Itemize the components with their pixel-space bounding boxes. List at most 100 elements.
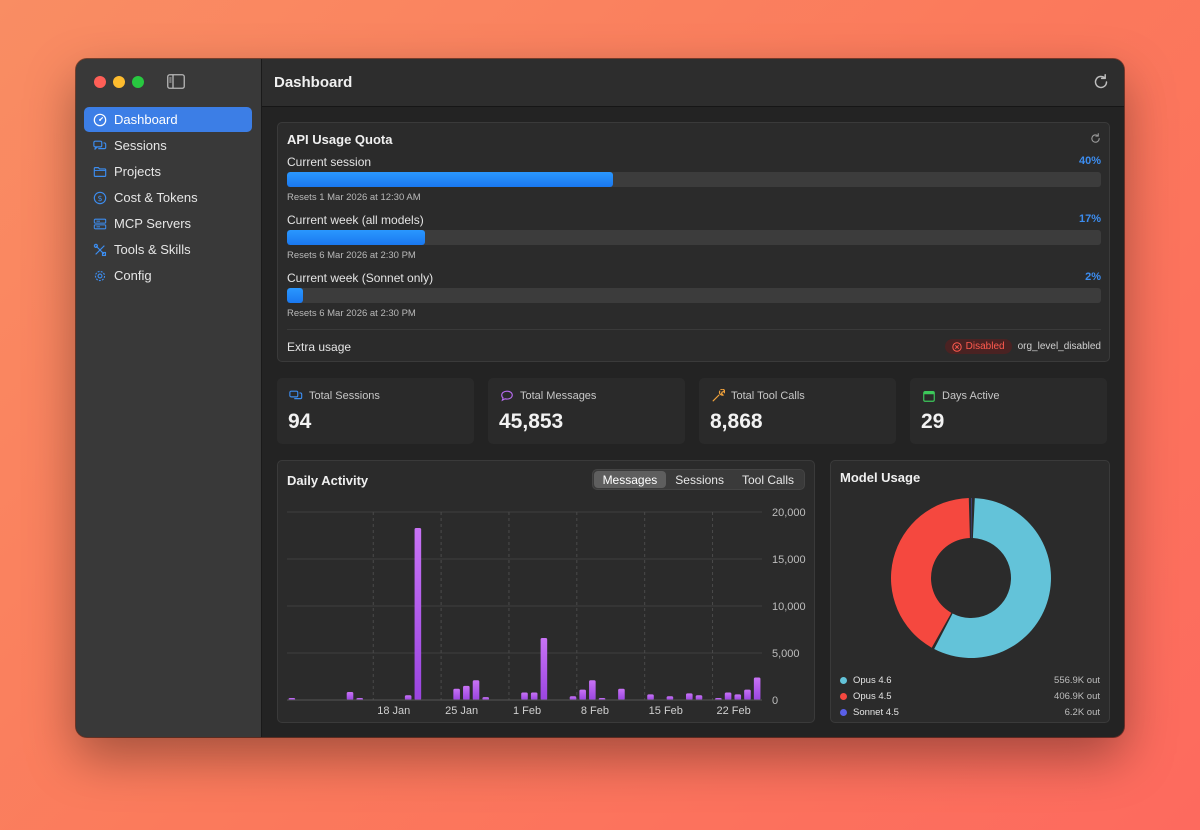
legend-label: Opus 4.5 — [853, 690, 892, 702]
bar-21-feb — [686, 693, 693, 700]
refresh-icon[interactable] — [1092, 73, 1110, 91]
zoom-window-button[interactable] — [132, 76, 144, 88]
y-tick-label: 10,000 — [772, 601, 806, 613]
stat-value: 45,853 — [499, 410, 564, 433]
chat-bubbles-icon — [92, 138, 108, 154]
quota-row-percent: 17% — [1078, 213, 1101, 225]
bar-27-feb — [744, 689, 751, 700]
sidebar-item-label: Config — [114, 268, 152, 283]
tab-sessions[interactable]: Sessions — [675, 473, 724, 487]
legend-value: 6.2K out — [1064, 706, 1100, 718]
sidebar-item-mcp-servers[interactable]: MCP Servers — [84, 211, 252, 236]
model-usage-title: Model Usage — [840, 470, 921, 485]
bar-5-feb — [530, 692, 538, 700]
window-controls — [94, 76, 144, 88]
x-circle-icon — [951, 341, 962, 352]
x-tick-label: 15 Feb — [649, 705, 683, 717]
stat-label: Days Active — [942, 390, 1000, 402]
folder-icon — [92, 164, 108, 180]
legend-label: Sonnet 4.5 — [853, 706, 899, 718]
sidebar-item-sessions[interactable]: Sessions — [84, 133, 252, 158]
quota-row-current-session: Current session 40% Resets 1 Mar 2026 at… — [287, 155, 1101, 203]
api-usage-quota-card: API Usage Quota Current session 40% Rese… — [277, 122, 1110, 362]
extra-usage-reason: org_level_disabled — [1017, 341, 1101, 352]
sidebar-item-projects[interactable]: Projects — [84, 159, 252, 184]
bar-31-jan — [482, 697, 490, 700]
bar-30-jan — [472, 680, 480, 700]
y-tick-label: 20,000 — [772, 507, 806, 519]
quota-row-current-week-sonnet: Current week (Sonnet only) 2% Resets 6 M… — [287, 271, 1101, 319]
dollar-circle-icon: $ — [92, 190, 108, 206]
bar-22-feb — [695, 695, 703, 700]
sidebar-item-label: Tools & Skills — [114, 242, 191, 257]
activity-segmented-control: Messages Sessions Tool Calls — [591, 469, 805, 490]
activity-title: Daily Activity — [287, 473, 369, 488]
stat-label: Total Tool Calls — [731, 390, 805, 402]
x-tick-label: 8 Feb — [581, 705, 609, 717]
donut-slice-sonnet-4-5[interactable] — [971, 498, 972, 539]
quota-progress-track — [287, 288, 1101, 303]
message-bubble-icon — [501, 390, 513, 402]
toolbar: Dashboard — [262, 59, 1124, 107]
quota-reset-text: Resets 6 Mar 2026 at 2:30 PM — [287, 250, 416, 261]
chat-bubbles-icon — [289, 390, 303, 400]
y-tick-label: 15,000 — [772, 554, 806, 566]
y-tick-label: 0 — [772, 695, 778, 707]
sidebar-nav: Dashboard Sessions Projects $ Cost & Tok… — [84, 107, 252, 289]
daily-activity-chart: 20,000 15,000 10,000 5,000 0 18 Jan 25 Jan 1 Fe… — [287, 507, 806, 717]
quota-row-label: Current week (all models) — [287, 213, 424, 227]
quota-progress-fill — [287, 288, 304, 303]
bar-4-feb — [521, 692, 528, 700]
legend-swatch — [840, 692, 847, 700]
page-title: Dashboard — [274, 74, 353, 91]
sidebar-item-dashboard[interactable]: Dashboard — [84, 107, 252, 132]
sidebar-item-config[interactable]: Config — [84, 263, 252, 288]
quota-row-percent: 2% — [1085, 271, 1101, 283]
bar-26-feb — [734, 694, 742, 700]
bar-28-feb — [753, 677, 761, 700]
app-window: Dashboard Sessions Projects $ Cost & Tok… — [76, 59, 1124, 737]
stat-value: 94 — [288, 410, 312, 433]
bar-9-feb — [569, 696, 577, 700]
bar-19-feb — [666, 696, 674, 700]
model-usage-donut-chart — [891, 498, 1051, 658]
donut-slice-opus-4-6[interactable] — [934, 498, 1051, 658]
sidebar-item-tools-skills[interactable]: Tools & Skills — [84, 237, 252, 262]
tab-tool-calls[interactable]: Tool Calls — [741, 473, 794, 487]
bar-17-jan — [346, 692, 354, 700]
stat-value: 8,868 — [710, 410, 763, 433]
quota-row-percent: 40% — [1078, 155, 1101, 167]
sidebar-toggle-icon[interactable] — [167, 74, 185, 89]
quota-reset-text: Resets 1 Mar 2026 at 12:30 AM — [287, 192, 421, 203]
model-usage-card: Model Usage Opus 4.6 556.9K out Opus 4.5… — [830, 460, 1110, 723]
sidebar-item-label: Projects — [114, 164, 161, 179]
sidebar-item-label: MCP Servers — [114, 216, 192, 231]
quota-row-label: Current week (Sonnet only) — [287, 271, 434, 285]
close-window-button[interactable] — [94, 76, 106, 88]
quota-refresh-icon[interactable] — [1090, 133, 1101, 144]
x-tick-label: 1 Feb — [513, 705, 541, 717]
legend-swatch — [840, 676, 847, 684]
bar-17-feb — [647, 694, 654, 700]
svg-text:$: $ — [97, 193, 102, 202]
stat-label: Total Messages — [520, 390, 597, 402]
extra-usage-label: Extra usage — [287, 340, 352, 354]
stat-label: Total Sessions — [309, 390, 380, 402]
extra-usage-row: Extra usage Disabled org_level_disabled — [287, 339, 1101, 354]
divider — [287, 329, 1101, 330]
gear-icon — [92, 268, 108, 284]
minimize-window-button[interactable] — [113, 76, 125, 88]
bar-28-jan — [453, 688, 460, 700]
sidebar: Dashboard Sessions Projects $ Cost & Tok… — [76, 59, 262, 737]
donut-slice-opus-4-5[interactable] — [891, 498, 970, 648]
tab-messages[interactable]: Messages — [593, 471, 667, 488]
stat-card-days-active: Days Active 29 — [910, 378, 1107, 444]
legend-swatch — [840, 708, 847, 716]
stat-card-total-sessions: Total Sessions 94 — [277, 378, 474, 444]
stat-card-total-messages: Total Messages 45,853 — [488, 378, 685, 444]
legend-value: 406.9K out — [1054, 690, 1100, 702]
sidebar-item-cost-tokens[interactable]: $ Cost & Tokens — [84, 185, 252, 210]
bar-10-feb — [579, 689, 586, 700]
gauge-icon — [92, 112, 108, 128]
bar-29-jan — [463, 685, 470, 700]
